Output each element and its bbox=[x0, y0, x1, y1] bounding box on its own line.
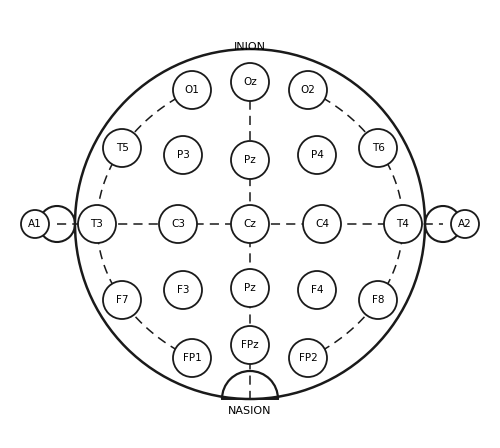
Circle shape bbox=[303, 205, 341, 243]
Text: P3: P3 bbox=[176, 150, 190, 160]
Text: A1: A1 bbox=[28, 219, 42, 229]
Circle shape bbox=[173, 339, 211, 377]
Circle shape bbox=[298, 271, 336, 309]
Circle shape bbox=[359, 281, 397, 319]
Circle shape bbox=[103, 281, 141, 319]
Text: NASION: NASION bbox=[228, 406, 272, 416]
Text: F3: F3 bbox=[177, 285, 189, 295]
Text: A2: A2 bbox=[458, 219, 472, 229]
Circle shape bbox=[384, 205, 422, 243]
Circle shape bbox=[164, 271, 202, 309]
Text: Pz: Pz bbox=[244, 283, 256, 293]
Circle shape bbox=[231, 141, 269, 179]
Circle shape bbox=[451, 210, 479, 238]
Text: T4: T4 bbox=[396, 219, 409, 229]
Text: T5: T5 bbox=[116, 143, 128, 153]
Text: Pz: Pz bbox=[244, 155, 256, 165]
Text: FP2: FP2 bbox=[298, 353, 318, 363]
Text: FP1: FP1 bbox=[182, 353, 202, 363]
Text: FPz: FPz bbox=[241, 340, 259, 350]
Circle shape bbox=[173, 71, 211, 109]
Circle shape bbox=[231, 269, 269, 307]
Text: T6: T6 bbox=[372, 143, 384, 153]
Text: Cz: Cz bbox=[244, 219, 256, 229]
Circle shape bbox=[78, 205, 116, 243]
Text: F4: F4 bbox=[311, 285, 323, 295]
Circle shape bbox=[289, 71, 327, 109]
Text: F7: F7 bbox=[116, 295, 128, 305]
Text: C3: C3 bbox=[171, 219, 185, 229]
Circle shape bbox=[103, 129, 141, 167]
Circle shape bbox=[359, 129, 397, 167]
Text: INION: INION bbox=[234, 42, 266, 52]
Circle shape bbox=[231, 205, 269, 243]
Circle shape bbox=[159, 205, 197, 243]
Circle shape bbox=[298, 136, 336, 174]
Text: O1: O1 bbox=[184, 85, 200, 95]
Text: C4: C4 bbox=[315, 219, 329, 229]
Circle shape bbox=[289, 339, 327, 377]
Circle shape bbox=[231, 63, 269, 101]
Text: T3: T3 bbox=[90, 219, 104, 229]
Text: F8: F8 bbox=[372, 295, 384, 305]
Circle shape bbox=[21, 210, 49, 238]
Text: O2: O2 bbox=[300, 85, 316, 95]
Circle shape bbox=[164, 136, 202, 174]
Text: P4: P4 bbox=[310, 150, 324, 160]
Circle shape bbox=[231, 326, 269, 364]
Text: Oz: Oz bbox=[243, 77, 257, 87]
